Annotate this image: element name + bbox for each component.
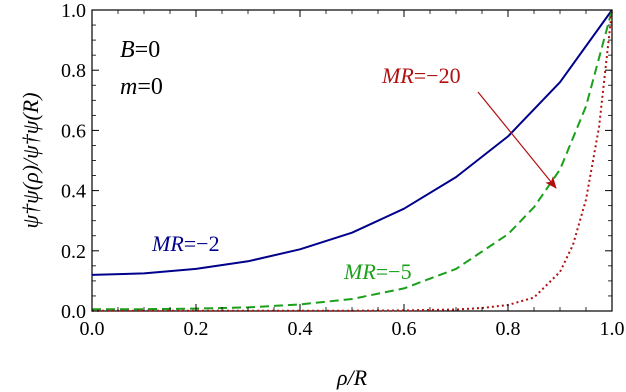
tick-layer: 0.0 0.2 0.4 0.6 0.8 1.0 0.0 0.2 0.4 0.6 0.8 1.0 [61, 0, 625, 340]
series-label-mr-20-var: MR [381, 63, 414, 88]
y-tick-label: 0.4 [61, 181, 86, 203]
series-label-mr-20-value: =−20 [414, 63, 461, 88]
y-tick-label: 0.6 [61, 120, 86, 142]
series-line-mr-2 [91, 9, 613, 276]
series-label-mr-5-value: =−5 [376, 259, 412, 284]
x-tick-label: 0.8 [496, 318, 521, 340]
annotation-m-var: m [120, 74, 137, 100]
y-tick-label: 1.0 [61, 0, 86, 22]
x-tick-label: 0.6 [392, 318, 417, 340]
annotation-m: m=0 [120, 74, 163, 100]
mr-20-arrow [477, 91, 557, 189]
x-axis-label: ρ/R [336, 365, 368, 390]
series-label-mr-2-value: =−2 [184, 231, 220, 256]
x-tick-label: 0.2 [184, 318, 209, 340]
annotation-b-value: =0 [135, 37, 161, 63]
y-axis-label: ψ†ψ(ρ)/ψ†ψ(R) [18, 92, 43, 228]
series-label-mr-2: MR=−2 [151, 231, 220, 256]
series-label-mr-5-var: MR [343, 259, 376, 284]
series-label-mr-2-var: MR [151, 231, 184, 256]
y-tick-label: 0.0 [61, 301, 86, 323]
x-tick-label: 1.0 [600, 318, 625, 340]
series-label-mr-20: MR=−20 [381, 63, 461, 88]
y-tick-label: 0.2 [61, 241, 86, 263]
series-label-mr-5: MR=−5 [343, 259, 412, 284]
annotation-m-value: =0 [137, 74, 163, 100]
annotation-b: B=0 [120, 37, 160, 63]
annotation-b-var: B [120, 37, 135, 63]
x-tick-label: 0.0 [80, 318, 105, 340]
y-tick-label: 0.8 [61, 60, 86, 82]
x-tick-label: 0.4 [288, 318, 313, 340]
